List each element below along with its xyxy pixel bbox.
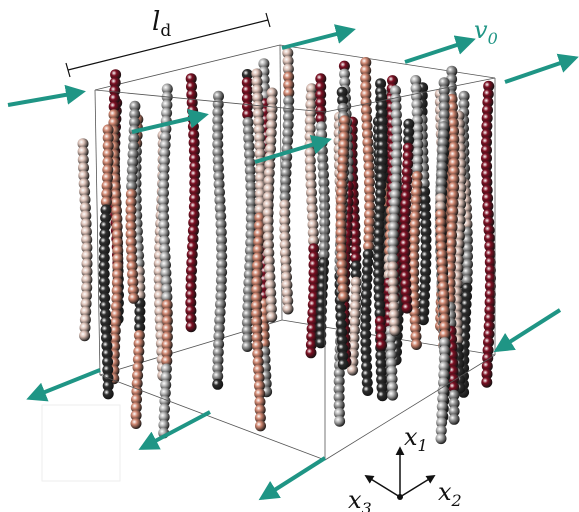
particle	[481, 377, 492, 388]
label-main: l	[152, 7, 160, 37]
label-main: x	[348, 486, 362, 512]
particle	[283, 304, 294, 315]
particle	[212, 379, 223, 390]
particle	[128, 293, 139, 304]
particle	[103, 388, 114, 399]
label-main: x	[404, 423, 418, 451]
particle	[315, 337, 326, 348]
particle	[242, 341, 253, 352]
particle	[186, 321, 197, 332]
axis-label: x1	[404, 423, 428, 455]
label-sub: d	[160, 21, 171, 41]
particle	[306, 347, 317, 358]
axes-origin	[397, 494, 403, 500]
particle	[436, 433, 447, 444]
particle	[362, 385, 373, 396]
axes-glyph	[366, 448, 434, 497]
particle	[377, 390, 388, 401]
label-sub: 2	[451, 491, 462, 510]
particle	[338, 291, 349, 302]
particle	[79, 330, 90, 341]
particle	[131, 418, 142, 429]
particle	[255, 420, 266, 431]
label-main: v	[474, 16, 488, 44]
label-sub: 1	[418, 436, 428, 455]
axis-label: x3	[348, 486, 372, 512]
particle	[387, 390, 398, 401]
label-main: x	[438, 478, 452, 506]
label-sub: 0	[488, 29, 498, 48]
particle	[376, 340, 387, 351]
particle	[266, 312, 277, 323]
axis-label: x2	[438, 478, 462, 510]
velocity-label: v0	[474, 16, 498, 48]
blank-square	[42, 405, 120, 481]
particle	[402, 303, 413, 314]
particle	[389, 325, 400, 336]
particle-chains	[78, 48, 497, 445]
label-sub: 3	[362, 499, 372, 512]
particle	[411, 339, 422, 350]
particle	[338, 359, 349, 370]
length-label: ld	[152, 7, 171, 41]
figure: ld v0 x1 x2 x3	[0, 0, 579, 512]
particle	[334, 416, 345, 427]
particle	[449, 414, 460, 425]
